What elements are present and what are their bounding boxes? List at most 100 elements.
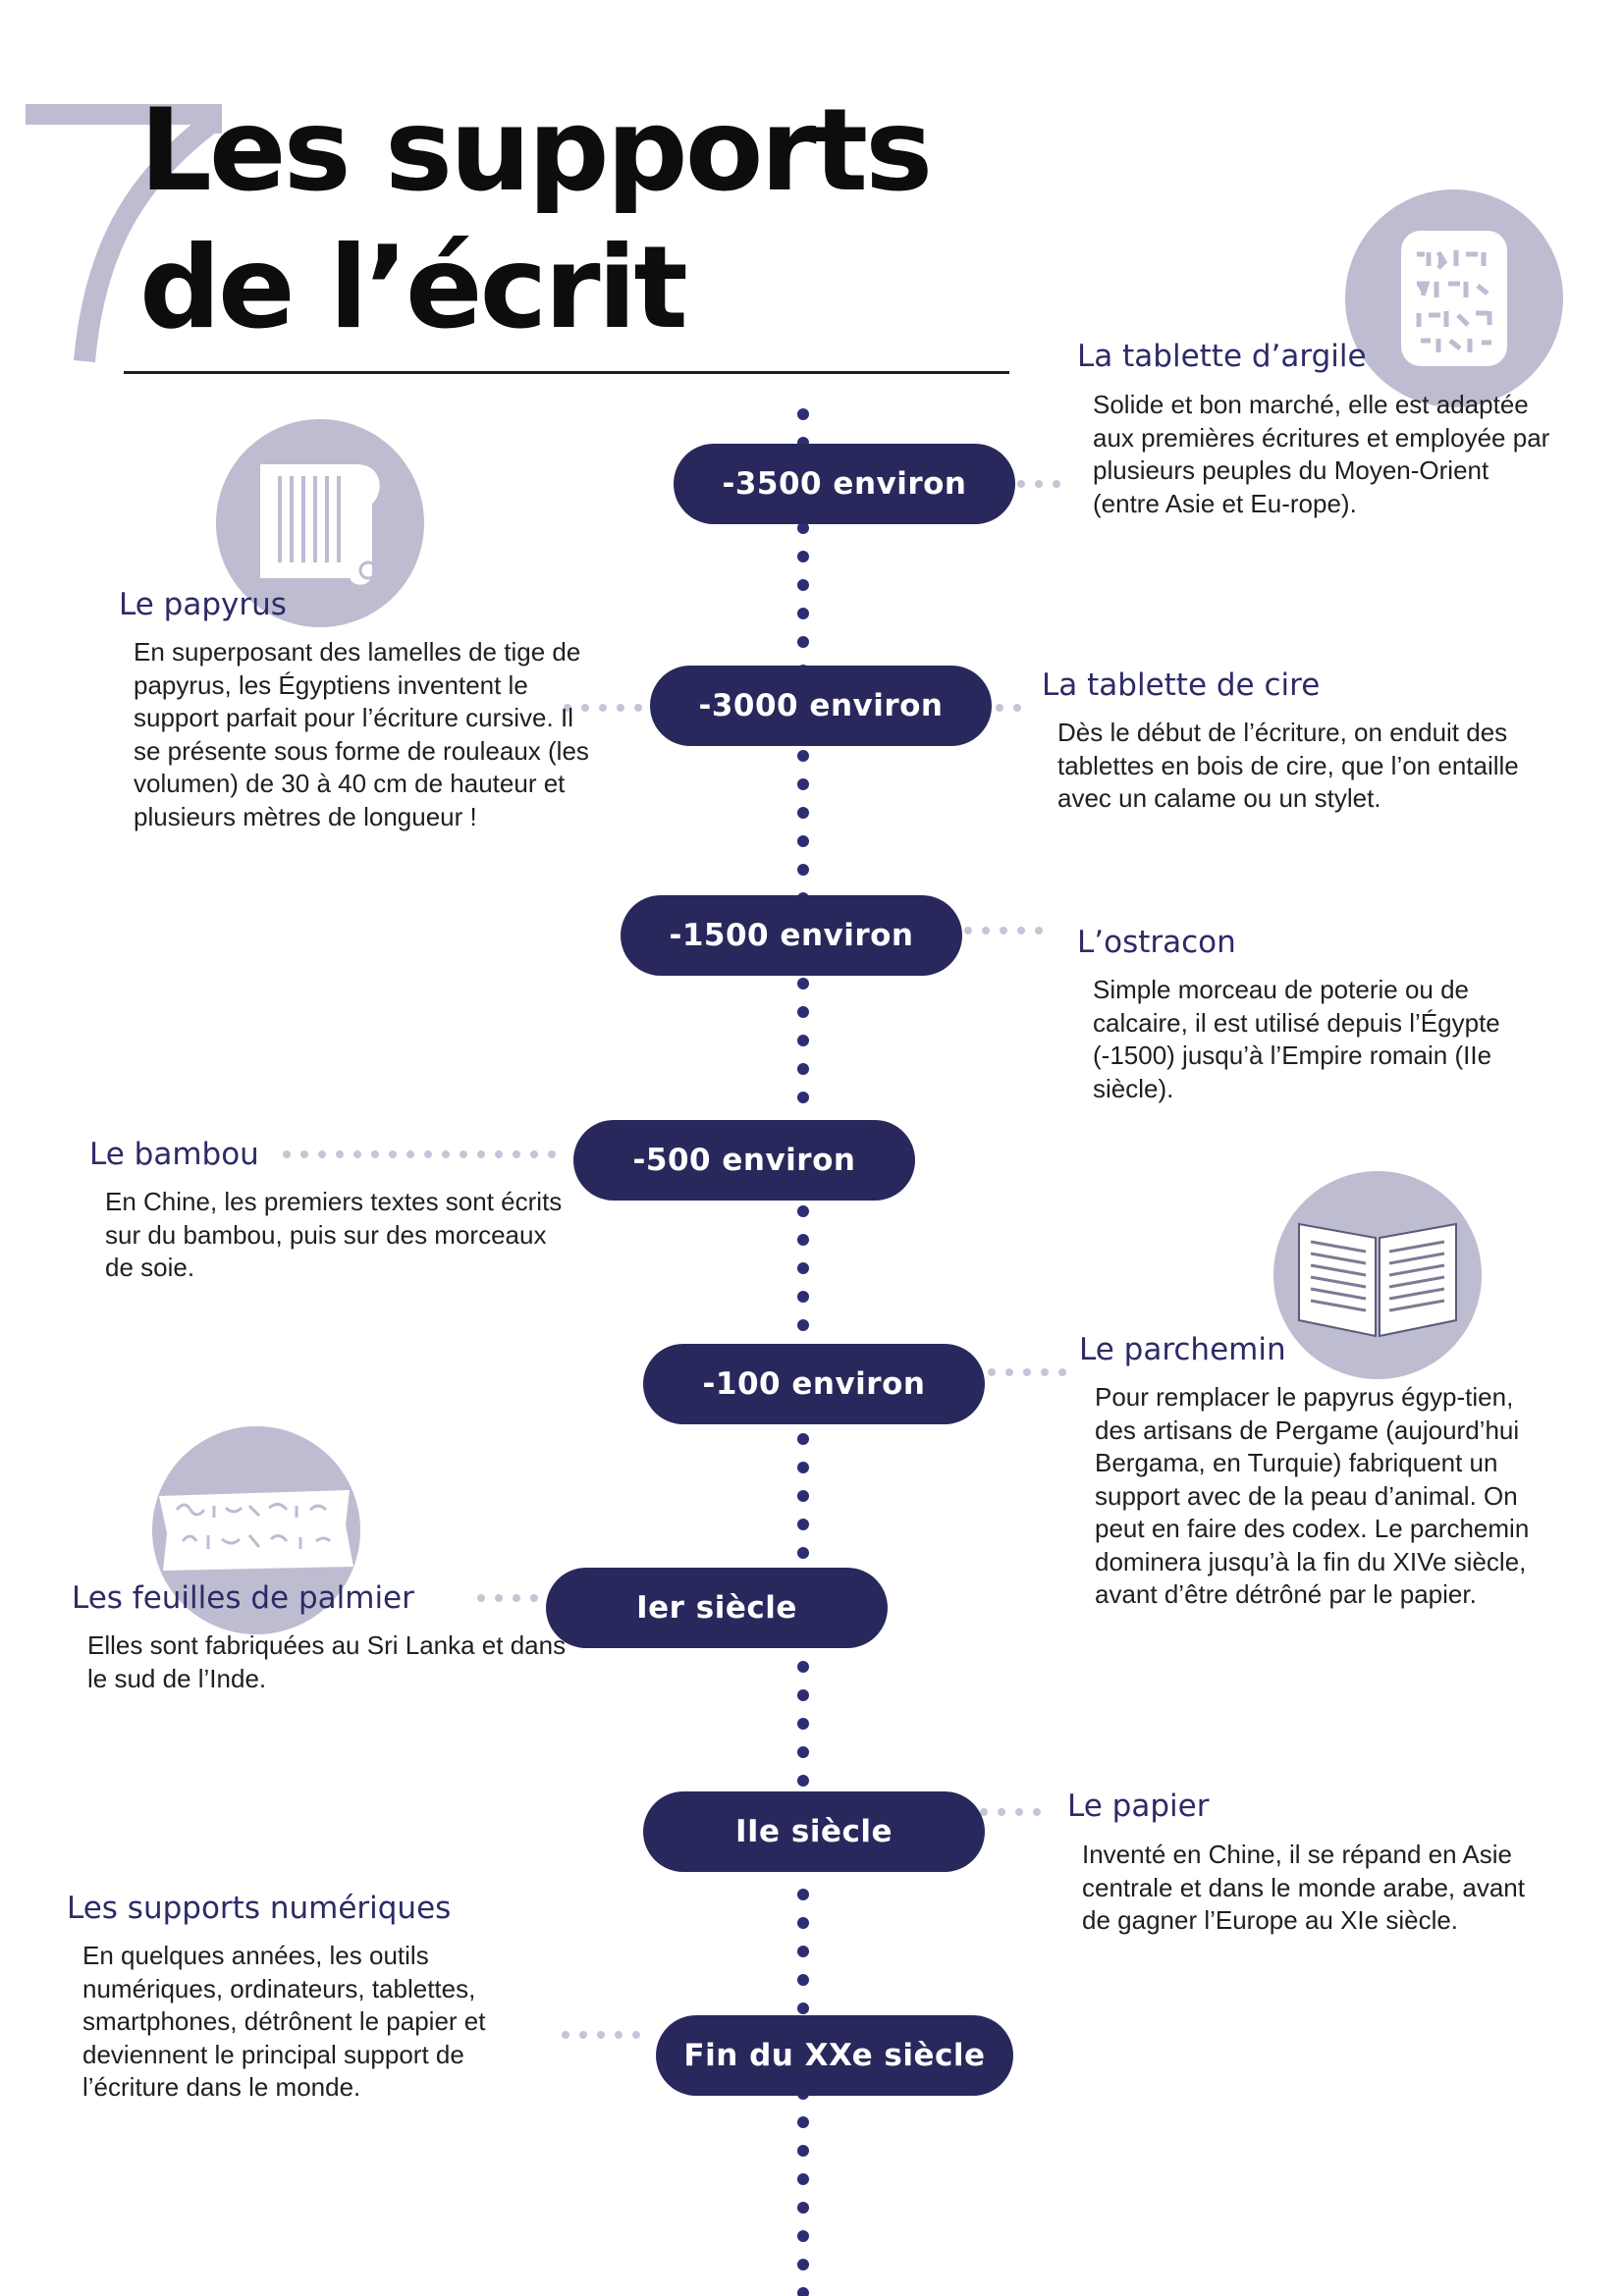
connector-dot [599,704,607,712]
text-ostracon: Simple morceau de poterie ou de calcaire… [1093,975,1500,1103]
papyrus-circle [216,419,424,627]
heading-clay-tablet: La tablette d’argile [1077,339,1367,374]
clay-tablet-icon [1401,231,1507,366]
timeline-dot [797,835,809,847]
timeline-dot [797,522,809,534]
date-pill-fin-20e-siecle: Fin du XXe siècle [656,2015,1013,2096]
timeline-dot [797,1519,809,1530]
connector-dot [513,1594,520,1602]
connector-dot [581,704,589,712]
connector-dot [495,1150,503,1158]
timeline-dot [797,2287,809,2296]
palm-leaf-manuscript-icon [159,1490,353,1571]
timeline-dot [797,1974,809,1986]
connector-dot [980,1808,988,1816]
timeline-dot [797,864,809,876]
text-paper: Inventé en Chine, il se répand en Asie c… [1082,1840,1525,1935]
connector-dot [513,1150,520,1158]
connector-dot [1058,1368,1066,1376]
timeline-dot [797,1092,809,1103]
timeline-dot [797,1291,809,1303]
timeline-dot [797,1746,809,1758]
connector-dot [300,1150,308,1158]
connector-dot [442,1150,450,1158]
connector-dot [1000,927,1007,934]
connector-dot [495,1594,503,1602]
connector-dot [996,704,1003,712]
connector-dot [1053,480,1060,488]
connector-dot [1013,704,1021,712]
date-pill-1500: -1500 environ [621,895,962,976]
palm-leaf-circle [152,1426,360,1634]
connector-dot [406,1150,414,1158]
timeline-dot [797,608,809,619]
connector-dots [283,480,1066,2039]
heading-wax-tablet: La tablette de cire [1042,667,1321,703]
timeline-dot [797,1889,809,1900]
timeline-dot [797,1718,809,1730]
connector-dot [998,1808,1005,1816]
timeline-dot [797,1234,809,1246]
timeline-dot [797,1917,809,1929]
connector-dot [460,1150,467,1158]
date-pill-500: -500 environ [573,1120,915,1201]
connector-dot [964,927,972,934]
text-palm-leaves: Elles sont fabriquées au Sri Lanka et da… [87,1630,567,1693]
date-pill-3000: -3000 environ [650,666,992,746]
papyrus-scroll-icon [260,464,380,585]
text-wax-tablet: Dès le début de l’écriture, on enduit de… [1057,718,1519,813]
connector-dot [477,1594,485,1602]
connector-dot [548,1150,556,1158]
heading-digital: Les supports numériques [67,1891,452,1926]
timeline-dot [797,1205,809,1217]
timeline-dot [797,551,809,562]
timeline-dot [797,1689,809,1701]
connector-dot [389,1150,397,1158]
timeline-dot [797,2145,809,2157]
connector-dot [597,2031,605,2039]
connector-dot [1017,927,1025,934]
timeline-dot [797,2116,809,2128]
timeline-dot [797,2202,809,2214]
connector-dot [564,704,571,712]
connector-dot [477,1150,485,1158]
timeline-dot [797,1319,809,1331]
connector-dot [1041,1368,1049,1376]
timeline-dot [797,1063,809,1075]
timeline-dot [797,978,809,989]
text-papyrus: En superposant des lamelles de tige de p… [134,637,589,831]
date-pill-1er-siecle: Ier siècle [546,1568,888,1648]
date-pill-100: -100 environ [643,1344,985,1424]
title-underline [124,371,1009,374]
timeline-dot [797,1462,809,1473]
connector-dot [1017,480,1025,488]
connector-dot [1035,927,1043,934]
timeline-dot [797,1262,809,1274]
timeline-dot [797,807,809,819]
timeline-dot [797,636,809,648]
text-digital: En quelques années, les outils numérique… [82,1941,486,2102]
heading-bamboo: Le bambou [89,1137,259,1172]
connector-dot [615,2031,623,2039]
decorative-seven-shape [26,104,222,362]
timeline-dot [797,1490,809,1502]
timeline-dot [797,1547,809,1559]
connector-dot [1005,1368,1013,1376]
text-clay-tablet: Solide et bon marché, elle est adaptée a… [1093,390,1550,518]
connector-dot [579,2031,587,2039]
connector-dot [988,1368,996,1376]
connector-dot [632,2031,640,2039]
timeline-dot [797,2259,809,2270]
connector-dot [1015,1808,1023,1816]
connector-dot [634,704,642,712]
timeline-dot [797,2230,809,2242]
timeline-dot [797,1661,809,1673]
heading-palm-leaves: Les feuilles de palmier [72,1580,414,1616]
page-title-line-2: de l’écrit [139,222,688,354]
connector-dot [283,1150,291,1158]
timeline-dot [797,1775,809,1787]
date-pill-3500: -3500 environ [674,444,1015,524]
connector-dot [318,1150,326,1158]
connector-dot [982,927,990,934]
connector-dot [424,1150,432,1158]
